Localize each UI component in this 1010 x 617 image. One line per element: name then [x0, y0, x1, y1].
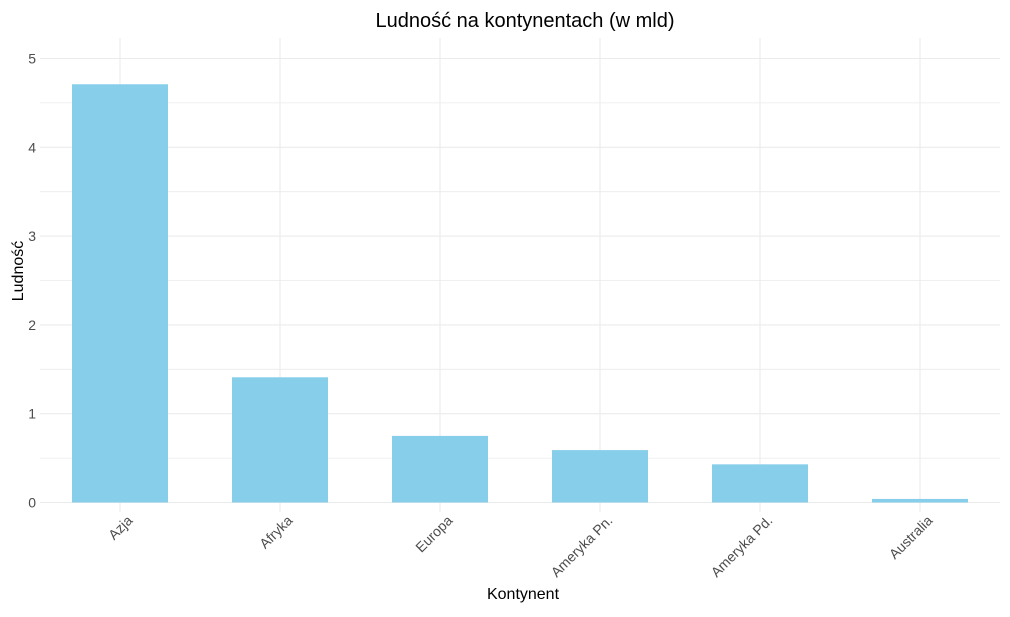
x-tick-label: Azja [105, 512, 136, 543]
x-axis-title: Kontynent [487, 586, 560, 603]
x-tick-label: Ameryka Pn. [547, 512, 615, 580]
bars [72, 84, 968, 503]
bar [72, 84, 168, 503]
y-tick-label: 0 [28, 495, 36, 511]
bar [552, 450, 648, 503]
bar [712, 464, 808, 503]
y-tick-label: 4 [28, 139, 36, 155]
bar [872, 498, 968, 503]
y-tick-labels: 0 1 2 3 4 5 [28, 51, 36, 511]
x-tick-label: Europa [412, 512, 455, 555]
y-tick-label: 3 [28, 228, 36, 244]
y-tick-label: 5 [28, 51, 36, 67]
x-tick-label: Australia [886, 512, 936, 562]
y-tick-label: 2 [28, 317, 36, 333]
chart-title: Ludność na kontynentach (w mld) [375, 10, 674, 32]
x-tick-label: Ameryka Pd. [707, 512, 775, 580]
bar [232, 377, 328, 503]
x-tick-labels: Azja Afryka Europa Ameryka Pn. Ameryka Pd. Au… [105, 512, 936, 580]
bar [392, 435, 488, 503]
x-tick-label: Afryka [256, 512, 296, 552]
y-axis-title: Ludność [10, 241, 27, 302]
y-tick-label: 1 [28, 406, 36, 422]
grid-lines [40, 38, 1000, 512]
